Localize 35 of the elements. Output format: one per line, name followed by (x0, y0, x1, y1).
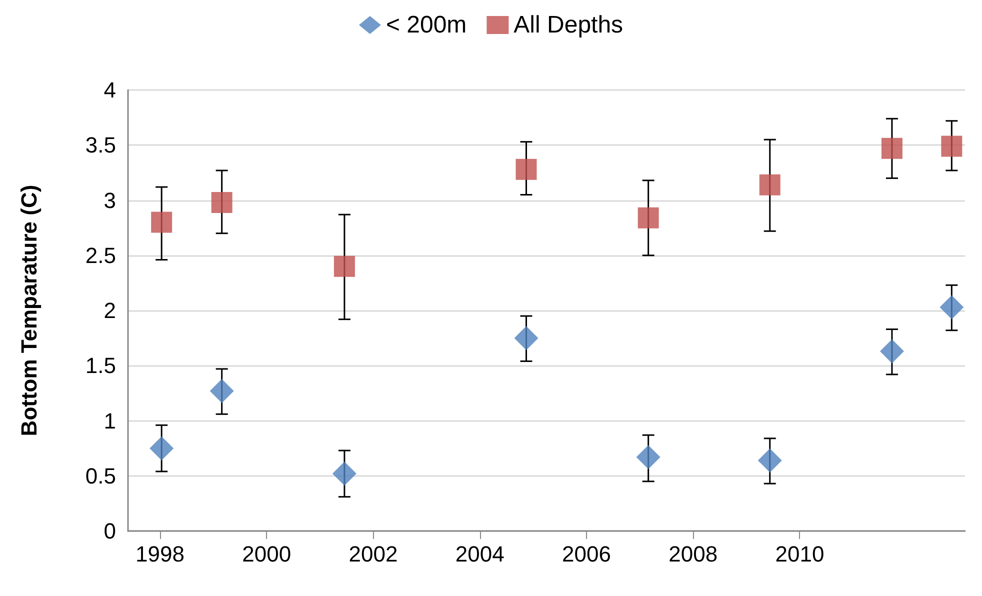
point (940, 295, 964, 320)
y-tick-label: 0 (104, 518, 116, 544)
point (514, 326, 538, 350)
point (150, 436, 174, 460)
y-tick-label: 2.5 (85, 242, 116, 268)
legend-label: All Depths (514, 12, 624, 38)
y-tick-label: 1.5 (85, 353, 116, 378)
point (210, 378, 234, 403)
legend-label: < 200m (386, 12, 467, 38)
point (881, 138, 902, 159)
y-tick-label: 1 (104, 408, 116, 434)
point (151, 212, 172, 233)
y-tick-label: 4 (104, 78, 116, 102)
point (941, 136, 962, 157)
point (334, 256, 355, 277)
point (516, 158, 537, 180)
y-tick-label: 2 (104, 298, 116, 323)
point (880, 339, 904, 364)
y-tick-label: 3 (104, 188, 116, 213)
point (638, 207, 659, 228)
x-tick-label: 2000 (242, 542, 292, 566)
x-tick-label: 2006 (562, 542, 611, 566)
point (759, 174, 780, 196)
point (758, 448, 782, 472)
x-tick-label: 2008 (668, 542, 718, 566)
y-tick-label: 0.5 (85, 463, 116, 488)
x-tick-label: 2010 (775, 542, 824, 566)
y-axis-title: Bottom Temparature (C) (16, 184, 42, 436)
point (636, 445, 660, 470)
point (211, 192, 232, 213)
x-tick-label: 2004 (455, 542, 504, 566)
x-tick-label: 2002 (348, 542, 398, 566)
y-tick-label: 3.5 (85, 132, 116, 158)
x-tick-label: 1998 (136, 542, 184, 566)
point (332, 462, 356, 486)
